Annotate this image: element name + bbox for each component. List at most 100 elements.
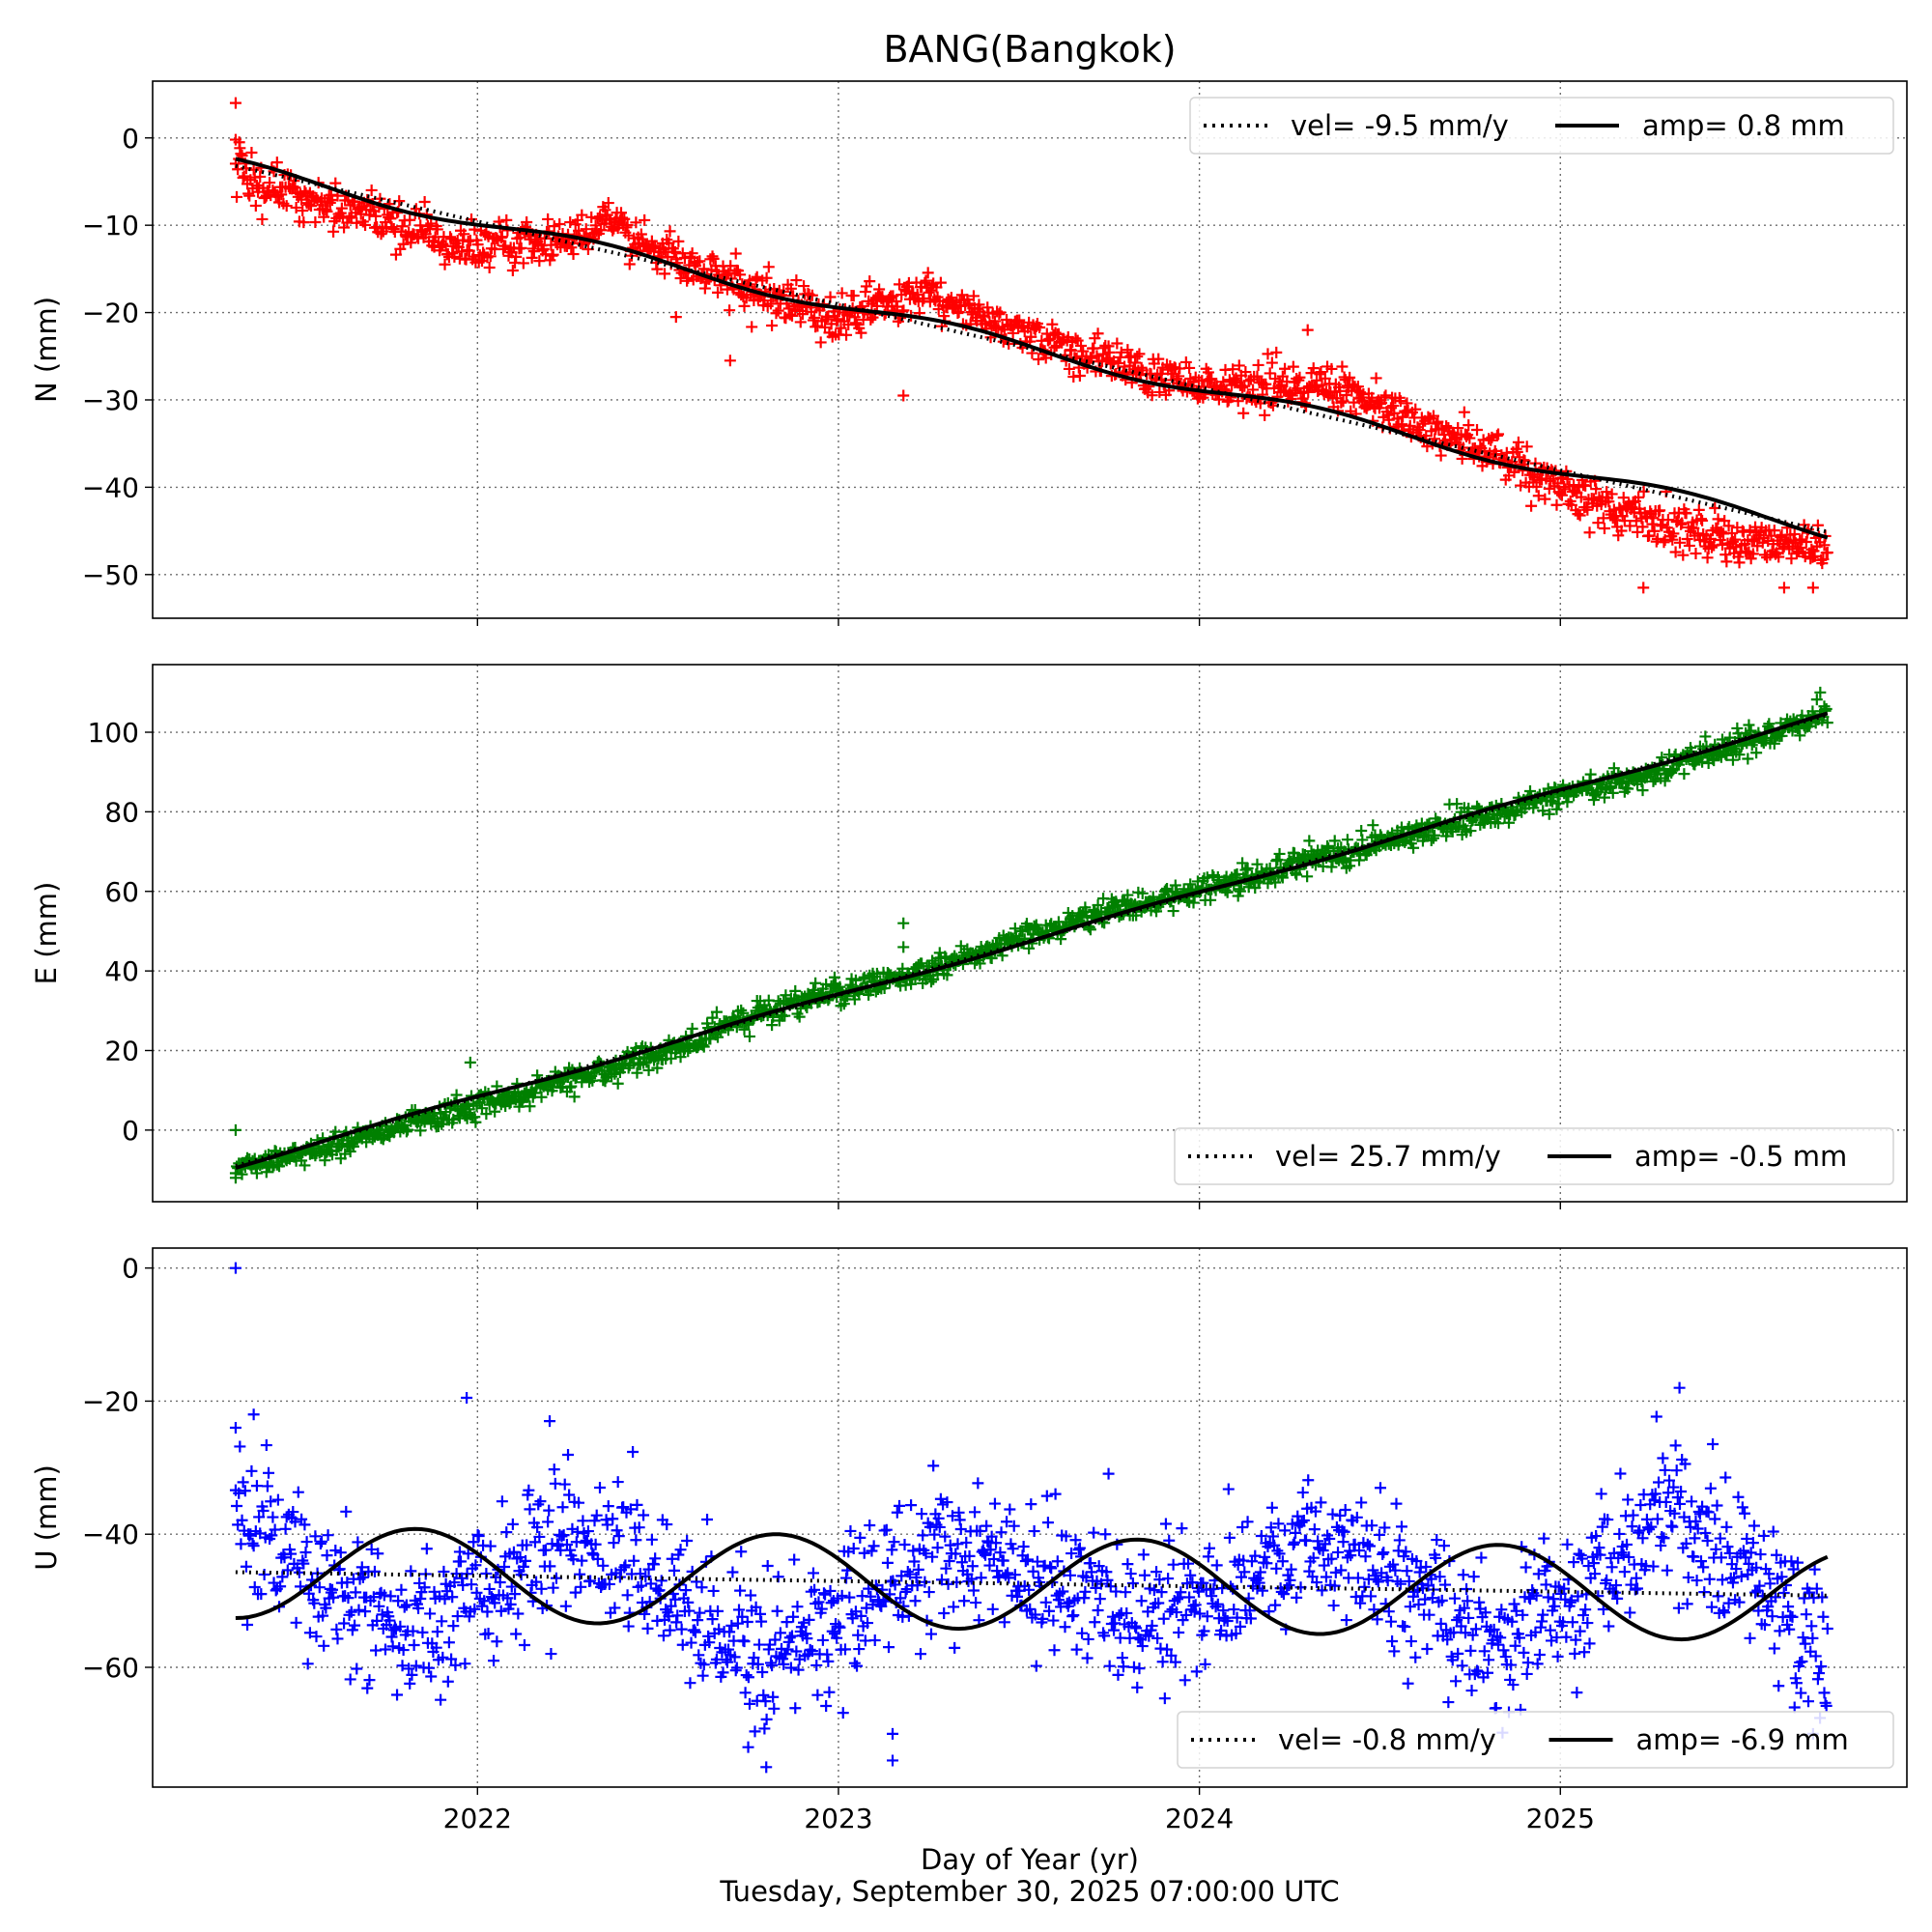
- data-point: [681, 1535, 694, 1547]
- data-point: [1269, 1599, 1282, 1611]
- data-point: [1690, 1575, 1703, 1587]
- data-point: [1551, 1650, 1564, 1662]
- data-point: [1038, 1559, 1051, 1572]
- data-point: [342, 1592, 355, 1605]
- data-point: [1733, 749, 1746, 761]
- data-point: [881, 1556, 894, 1569]
- data-point: [1387, 1558, 1400, 1571]
- data-point: [1092, 1604, 1104, 1616]
- data-point: [1373, 1528, 1385, 1541]
- data-point: [1017, 1541, 1030, 1553]
- data-point: [274, 1580, 287, 1593]
- data-point: [897, 917, 910, 929]
- data-point: [1455, 1620, 1467, 1633]
- data-point: [1335, 396, 1348, 409]
- data-point: [1589, 1568, 1602, 1580]
- data-point: [1510, 1605, 1522, 1617]
- data-point: [1410, 1555, 1423, 1568]
- y-tick-label: −50: [82, 559, 139, 591]
- data-point: [367, 1591, 380, 1604]
- data-point: [991, 1565, 1004, 1577]
- data-point: [1183, 361, 1196, 374]
- legend: vel= 25.7 mm/y amp= -0.5 mm: [1174, 1127, 1894, 1185]
- data-point: [1447, 1626, 1460, 1638]
- data-point: [1434, 1571, 1446, 1583]
- data-point: [1627, 497, 1639, 509]
- data-point: [1520, 1561, 1532, 1574]
- data-point: [584, 1575, 597, 1587]
- data-point: [603, 1577, 615, 1590]
- data-point: [1365, 1590, 1378, 1603]
- data-point: [1060, 1530, 1072, 1543]
- data-point: [535, 1091, 548, 1103]
- data-point: [1712, 513, 1724, 526]
- data-point: [1356, 834, 1369, 846]
- data-point: [356, 1571, 369, 1583]
- data-point: [1217, 1605, 1230, 1617]
- data-point: [995, 1526, 1008, 1539]
- data-point: [298, 1519, 311, 1531]
- data-point: [998, 1616, 1010, 1629]
- data-point: [292, 1486, 304, 1498]
- data-point: [494, 1577, 506, 1589]
- data-point: [322, 1529, 334, 1542]
- data-point: [922, 267, 934, 279]
- data-point: [1451, 798, 1463, 810]
- data-point: [1292, 1510, 1304, 1522]
- data-point: [1627, 1509, 1639, 1521]
- data-point: [517, 257, 529, 270]
- data-point: [680, 1584, 693, 1597]
- data-point: [484, 1540, 497, 1552]
- data-point: [558, 1478, 571, 1491]
- data-point: [1184, 878, 1197, 891]
- data-point: [1067, 1609, 1080, 1622]
- data-point: [446, 1591, 459, 1604]
- data-point: [1716, 1574, 1728, 1586]
- data-point: [1025, 1498, 1037, 1511]
- data-point: [1711, 1499, 1723, 1512]
- data-point: [619, 1559, 632, 1572]
- data-point: [1795, 1687, 1807, 1699]
- data-point: [431, 1626, 443, 1638]
- y-tick-label: −40: [82, 1519, 139, 1550]
- data-point: [270, 156, 283, 169]
- data-point: [1560, 1631, 1573, 1643]
- data-point: [303, 1627, 316, 1639]
- data-point: [462, 1548, 474, 1560]
- data-point: [866, 1545, 878, 1557]
- data-point: [854, 1531, 867, 1544]
- data-point: [864, 275, 876, 288]
- data-point: [1583, 526, 1596, 539]
- data-point: [1117, 1661, 1129, 1673]
- data-point: [250, 1480, 263, 1492]
- data-point: [450, 1089, 463, 1101]
- data-point: [245, 1464, 258, 1477]
- data-point: [672, 1548, 685, 1561]
- data-point: [1402, 1677, 1414, 1690]
- data-point: [340, 1505, 353, 1518]
- panel-north: 0−10−20−30−40−50N (mm)vel= -9.5 mm/y amp=…: [30, 80, 1908, 626]
- data-point: [451, 1610, 464, 1623]
- data-point: [359, 218, 372, 231]
- data-point: [684, 1677, 696, 1690]
- data-point: [1747, 1537, 1759, 1549]
- data-point: [1153, 385, 1166, 398]
- data-point: [544, 1560, 556, 1573]
- data-point: [1043, 1605, 1056, 1617]
- data-point: [341, 1577, 354, 1589]
- data-point: [1693, 1508, 1706, 1520]
- data-point: [501, 1592, 514, 1605]
- data-point: [852, 1629, 865, 1641]
- data-point: [894, 278, 906, 291]
- data-point: [1667, 527, 1680, 540]
- data-point: [557, 1529, 570, 1542]
- data-point: [908, 1555, 921, 1568]
- data-point: [229, 97, 242, 109]
- data-point: [1458, 406, 1470, 418]
- data-point: [963, 1549, 976, 1562]
- data-point: [264, 177, 276, 189]
- data-point: [1184, 1569, 1197, 1581]
- data-point: [757, 1689, 770, 1701]
- data-point: [320, 1602, 332, 1614]
- data-point: [331, 1633, 344, 1645]
